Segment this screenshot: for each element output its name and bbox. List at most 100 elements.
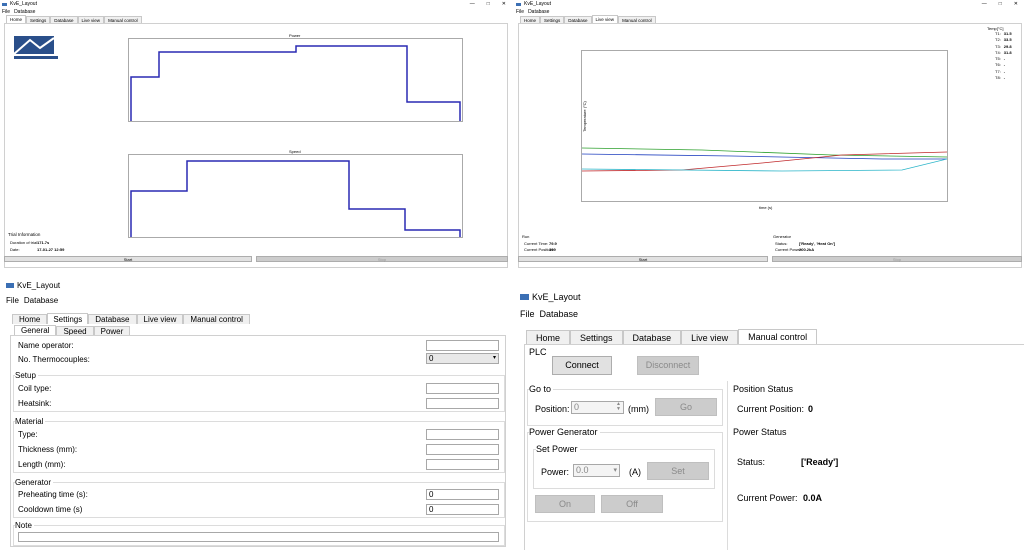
power-select[interactable]: 0.0 ▾ <box>573 464 620 477</box>
tab-database[interactable]: Database <box>564 16 592 24</box>
menu-file[interactable]: File <box>516 9 525 15</box>
y-axis-label: Temperature (°C) <box>581 101 587 132</box>
temp-row: T7: - <box>995 69 1012 75</box>
tab-settings[interactable]: Settings <box>47 313 89 324</box>
current-power-value: 200.2kA <box>799 247 815 252</box>
name-operator-label: Name operator: <box>18 341 74 350</box>
title-bar: KvE_Layout — □ ✕ <box>2 0 510 8</box>
connect-button[interactable]: Connect <box>552 356 612 375</box>
power-label: Power: <box>541 467 570 477</box>
title-bar: KvE_Layout — □ ✕ <box>516 0 1022 8</box>
start-button[interactable]: Start <box>4 256 252 262</box>
maximize-button[interactable]: □ <box>486 1 490 7</box>
tab-live-view[interactable]: Live view <box>136 314 184 324</box>
temp-row: T6: - <box>995 62 1012 68</box>
tab-manual-control[interactable]: Manual control <box>183 314 250 324</box>
type-input[interactable] <box>426 429 499 440</box>
subtab-speed[interactable]: Speed <box>56 326 94 336</box>
generator-title: Generator <box>15 478 54 487</box>
tab-database[interactable]: Database <box>50 16 78 24</box>
tab-manual-control[interactable]: Manual control <box>104 16 142 24</box>
tab-home[interactable]: Home <box>520 16 541 24</box>
window-manual-control: KvE_Layout File Database Home Settings D… <box>514 278 1024 550</box>
current-time-label: Current Time: <box>524 241 549 246</box>
tab-settings[interactable]: Settings <box>26 16 51 24</box>
minimize-button[interactable]: — <box>469 1 475 7</box>
generator-group <box>13 482 505 518</box>
x-axis-label: time (s) <box>759 205 773 210</box>
coil-type-input[interactable] <box>426 383 499 394</box>
menu-bar: File Database <box>6 296 58 305</box>
power-plot-title: Power <box>289 33 301 38</box>
tab-home[interactable]: Home <box>12 314 48 324</box>
menu-database[interactable]: Database <box>23 296 59 305</box>
menu-file[interactable]: File <box>2 9 11 15</box>
note-title: Note <box>15 521 34 530</box>
trial-info-title: Trial Information <box>8 232 41 237</box>
position-spinbox[interactable]: 0 ▲ ▼ <box>571 401 624 414</box>
preheating-input[interactable]: 0 <box>426 489 499 500</box>
stop-button[interactable]: Stop <box>256 256 508 262</box>
tab-live-view[interactable]: Live view <box>77 16 105 24</box>
stop-button[interactable]: Stop <box>772 256 1022 262</box>
menu-file[interactable]: File <box>520 309 535 319</box>
temp-value: 31.8 <box>1003 49 1012 55</box>
tab-database[interactable]: Database <box>88 314 137 324</box>
company-logo <box>10 34 60 64</box>
go-button[interactable]: Go <box>655 398 717 416</box>
temp-key: T8: <box>995 75 1001 81</box>
temp-value: 31.5 <box>1003 31 1012 36</box>
start-button[interactable]: Start <box>518 256 768 262</box>
heatsink-input[interactable] <box>426 398 499 409</box>
live-pane: Temperature (°C) time (s) Temp[°C] T1: 31… <box>518 23 1022 268</box>
temp-value: 33.5 <box>1003 37 1012 43</box>
tab-live-view[interactable]: Live view <box>591 15 619 24</box>
note-input[interactable] <box>18 532 499 542</box>
tab-settings[interactable]: Settings <box>540 16 565 24</box>
tab-manual-control[interactable]: Manual control <box>738 329 818 344</box>
date-value: 17-01-27 12:59 <box>37 247 65 252</box>
cooldown-label: Cooldown time (s) <box>18 505 83 514</box>
menu-database[interactable]: Database <box>14 9 36 15</box>
tab-manual-control[interactable]: Manual control <box>618 16 656 24</box>
temp-row: T2: 33.5 <box>995 37 1012 43</box>
temp-row: T5: - <box>995 56 1012 62</box>
thickness-input[interactable] <box>426 444 499 455</box>
current-power-label: Current Power: <box>737 493 798 503</box>
power-generator-group <box>527 432 723 522</box>
tab-home[interactable]: Home <box>6 15 27 24</box>
maximize-button[interactable]: □ <box>998 1 1002 7</box>
minimize-button[interactable]: — <box>981 1 987 7</box>
generator-title: Generator <box>773 234 792 239</box>
plc-title: PLC <box>529 347 547 357</box>
title-bar: KvE_Layout <box>6 281 60 290</box>
tab-home[interactable]: Home <box>526 330 571 344</box>
tab-database[interactable]: Database <box>622 330 682 344</box>
tab-settings[interactable]: Settings <box>570 330 623 344</box>
no-thermocouples-select[interactable]: 0 ▾ <box>426 353 499 364</box>
menu-database[interactable]: Database <box>528 9 550 15</box>
power-plot: Power <box>128 33 463 122</box>
name-operator-input[interactable] <box>426 340 499 351</box>
close-button[interactable]: ✕ <box>1013 1 1018 7</box>
disconnect-button[interactable]: Disconnect <box>637 356 699 375</box>
no-thermocouples-label: No. Thermocouples: <box>18 355 90 364</box>
on-button[interactable]: On <box>535 495 595 513</box>
off-button[interactable]: Off <box>601 495 663 513</box>
temp-row: T3: 29.8 <box>995 44 1012 50</box>
cooldown-input[interactable]: 0 <box>426 504 499 515</box>
subtab-power[interactable]: Power <box>93 326 131 336</box>
menu-file[interactable]: File <box>6 296 19 305</box>
subtab-general[interactable]: General <box>14 325 57 335</box>
close-button[interactable]: ✕ <box>501 1 506 7</box>
status-value: ['Ready', 'Heat On'] <box>799 241 836 246</box>
tab-live-view[interactable]: Live view <box>681 330 739 344</box>
temp-row: T8: - <box>995 75 1012 81</box>
thickness-label: Thickness (mm): <box>18 445 78 454</box>
set-button[interactable]: Set <box>647 462 709 480</box>
temp-value: - <box>1003 68 1006 74</box>
power-status-title: Power Status <box>733 427 787 437</box>
length-input[interactable] <box>426 459 499 470</box>
app-icon <box>6 283 14 288</box>
menu-database[interactable]: Database <box>539 309 579 319</box>
